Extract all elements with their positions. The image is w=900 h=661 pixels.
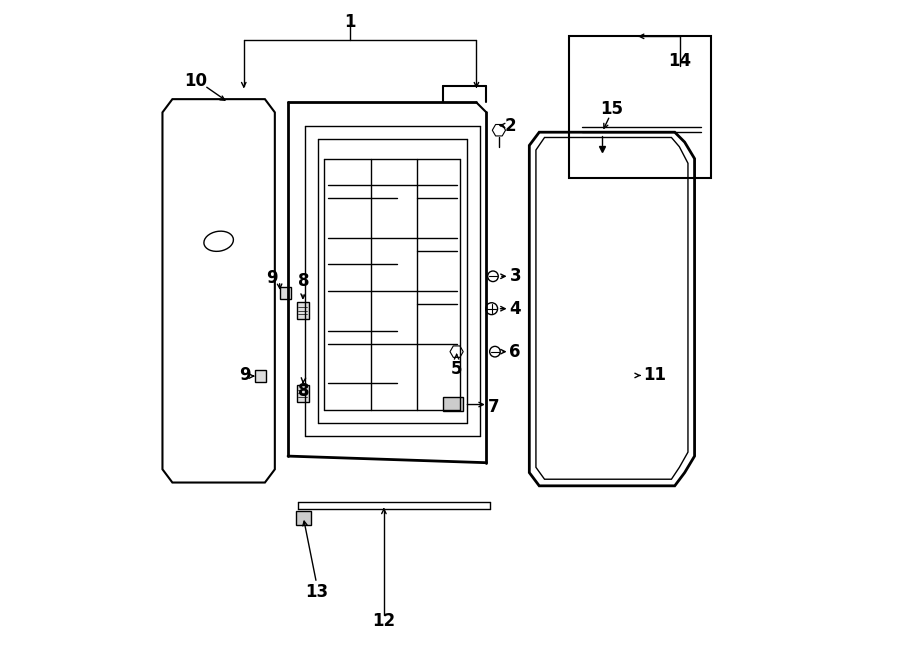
Text: 5: 5 [451, 360, 463, 378]
Bar [296, 511, 310, 525]
Bar [444, 397, 464, 411]
Text: 1: 1 [344, 13, 356, 31]
Text: 7: 7 [489, 398, 500, 416]
Bar [255, 370, 266, 382]
Text: 6: 6 [509, 342, 521, 361]
Text: 4: 4 [509, 299, 521, 318]
Bar [297, 385, 309, 402]
Polygon shape [492, 124, 506, 136]
Text: 15: 15 [600, 100, 624, 118]
Circle shape [486, 303, 498, 315]
Text: 3: 3 [509, 267, 521, 286]
Text: 9: 9 [266, 268, 278, 287]
Polygon shape [450, 346, 464, 358]
Circle shape [488, 271, 499, 282]
Text: 10: 10 [184, 71, 207, 90]
Text: 8: 8 [298, 382, 309, 400]
Text: 8: 8 [298, 272, 309, 290]
Text: 9: 9 [238, 366, 250, 384]
Text: 14: 14 [669, 52, 691, 70]
Circle shape [490, 346, 500, 357]
Text: 12: 12 [373, 612, 395, 631]
Text: 11: 11 [643, 366, 666, 385]
Bar [280, 287, 291, 299]
Bar [569, 36, 711, 178]
Bar [297, 302, 309, 319]
Text: 13: 13 [305, 582, 328, 601]
Text: 2: 2 [505, 116, 517, 135]
